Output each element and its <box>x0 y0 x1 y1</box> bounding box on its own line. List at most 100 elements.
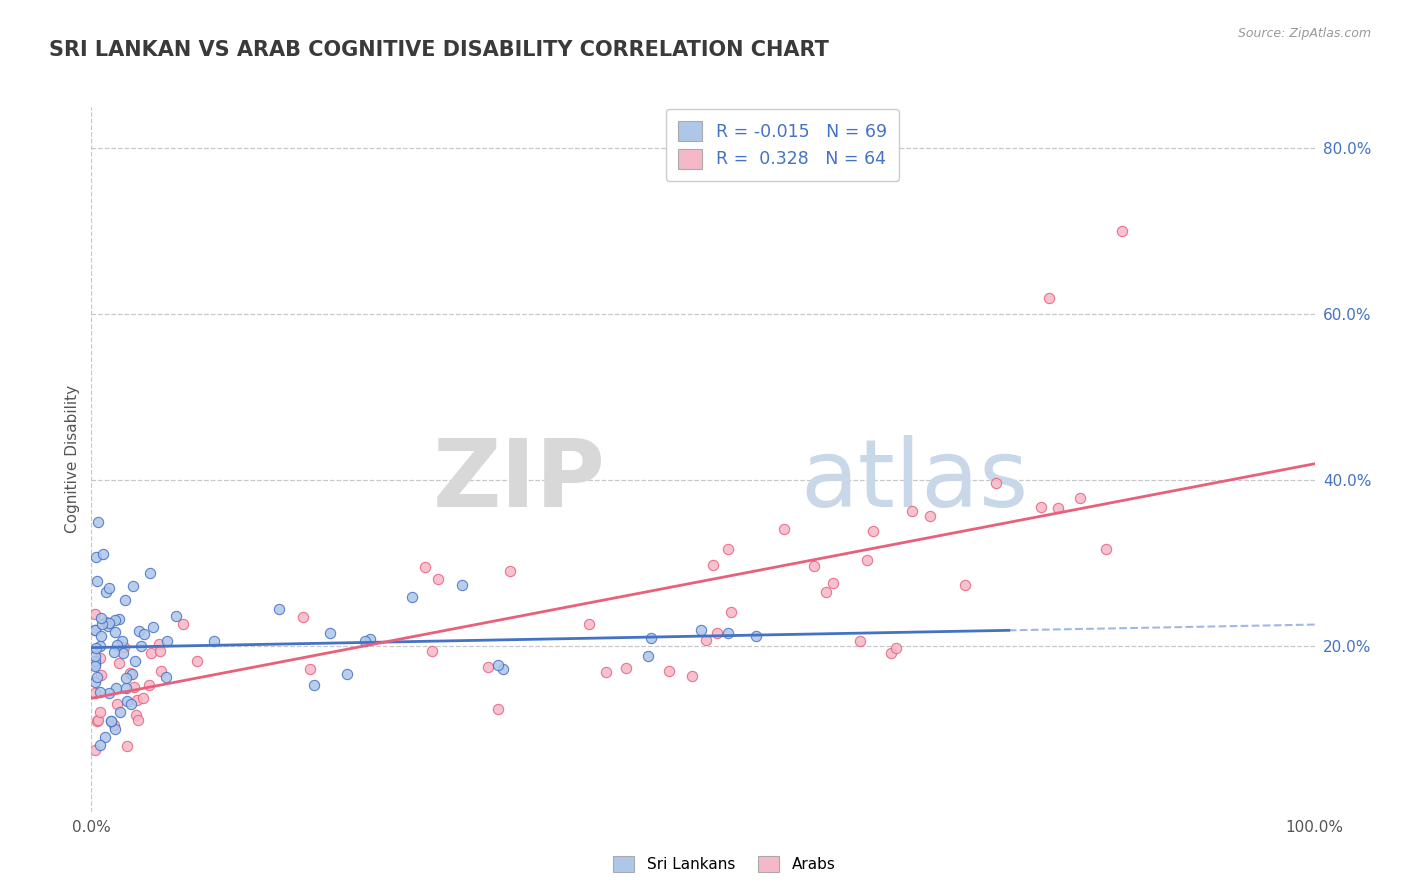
Point <box>1094 541 1116 556</box>
Point <box>90 611 112 625</box>
Point <box>862 524 884 538</box>
Point <box>1047 501 1070 516</box>
Point <box>302 678 325 692</box>
Point <box>107 656 129 670</box>
Point <box>117 739 139 753</box>
Point <box>117 694 139 708</box>
Point <box>125 693 148 707</box>
Point <box>354 634 377 648</box>
Point <box>690 623 713 637</box>
Point <box>155 670 177 684</box>
Point <box>492 662 515 676</box>
Point <box>156 633 179 648</box>
Point <box>120 697 142 711</box>
Point <box>104 613 127 627</box>
Point <box>103 645 125 659</box>
Point <box>124 654 146 668</box>
Point <box>127 713 149 727</box>
Point <box>108 705 131 719</box>
Point <box>717 542 740 557</box>
Point <box>172 617 194 632</box>
Point <box>84 648 107 663</box>
Point <box>84 654 107 668</box>
Text: ZIP: ZIP <box>432 434 605 526</box>
Point <box>84 607 107 621</box>
Point <box>86 515 108 529</box>
Point <box>614 661 637 675</box>
Point <box>132 690 155 705</box>
Point <box>141 620 163 634</box>
Point <box>100 714 122 728</box>
Point <box>1111 224 1133 238</box>
Text: Source: ZipAtlas.com: Source: ZipAtlas.com <box>1237 27 1371 40</box>
Point <box>814 584 837 599</box>
Point <box>94 615 117 629</box>
Point <box>108 612 131 626</box>
Point <box>87 713 110 727</box>
Point <box>122 579 145 593</box>
Point <box>1069 491 1091 505</box>
Point <box>681 669 703 683</box>
Point <box>90 667 112 681</box>
Point <box>138 678 160 692</box>
Point <box>202 634 225 648</box>
Point <box>451 578 474 592</box>
Point <box>292 610 315 624</box>
Point <box>84 623 107 637</box>
Point <box>953 578 976 592</box>
Point <box>298 662 321 676</box>
Point <box>477 660 499 674</box>
Point <box>1038 291 1060 305</box>
Point <box>131 639 153 653</box>
Point <box>695 632 717 647</box>
Point <box>319 625 342 640</box>
Point <box>105 697 128 711</box>
Point <box>139 646 162 660</box>
Point <box>86 714 108 729</box>
Point <box>880 647 903 661</box>
Point <box>84 657 107 671</box>
Point <box>706 626 728 640</box>
Point <box>920 508 942 523</box>
Point <box>100 714 122 728</box>
Point <box>86 670 108 684</box>
Point <box>848 633 870 648</box>
Legend: Sri Lankans, Arabs: Sri Lankans, Arabs <box>605 848 844 880</box>
Point <box>165 609 187 624</box>
Point <box>267 602 290 616</box>
Point <box>114 592 136 607</box>
Point <box>499 564 522 578</box>
Point <box>115 681 138 695</box>
Point <box>97 618 120 632</box>
Point <box>91 547 114 561</box>
Point <box>745 629 768 643</box>
Text: atlas: atlas <box>801 434 1029 526</box>
Point <box>821 576 844 591</box>
Point <box>413 560 436 574</box>
Point <box>120 665 142 680</box>
Point <box>486 702 509 716</box>
Point <box>128 624 150 639</box>
Point <box>427 572 450 586</box>
Point <box>89 705 111 719</box>
Point <box>89 640 111 654</box>
Point <box>121 667 143 681</box>
Point <box>104 624 127 639</box>
Point <box>112 640 135 654</box>
Point <box>984 475 1007 490</box>
Point <box>657 665 679 679</box>
Point <box>89 650 111 665</box>
Point <box>84 686 107 700</box>
Point <box>488 658 510 673</box>
Point <box>97 686 120 700</box>
Point <box>84 743 107 757</box>
Point <box>125 708 148 723</box>
Point <box>578 617 600 632</box>
Point <box>720 605 742 619</box>
Point <box>98 581 121 595</box>
Point <box>702 558 724 573</box>
Point <box>803 558 825 573</box>
Point <box>89 684 111 698</box>
Point <box>132 626 155 640</box>
Point <box>84 640 107 655</box>
